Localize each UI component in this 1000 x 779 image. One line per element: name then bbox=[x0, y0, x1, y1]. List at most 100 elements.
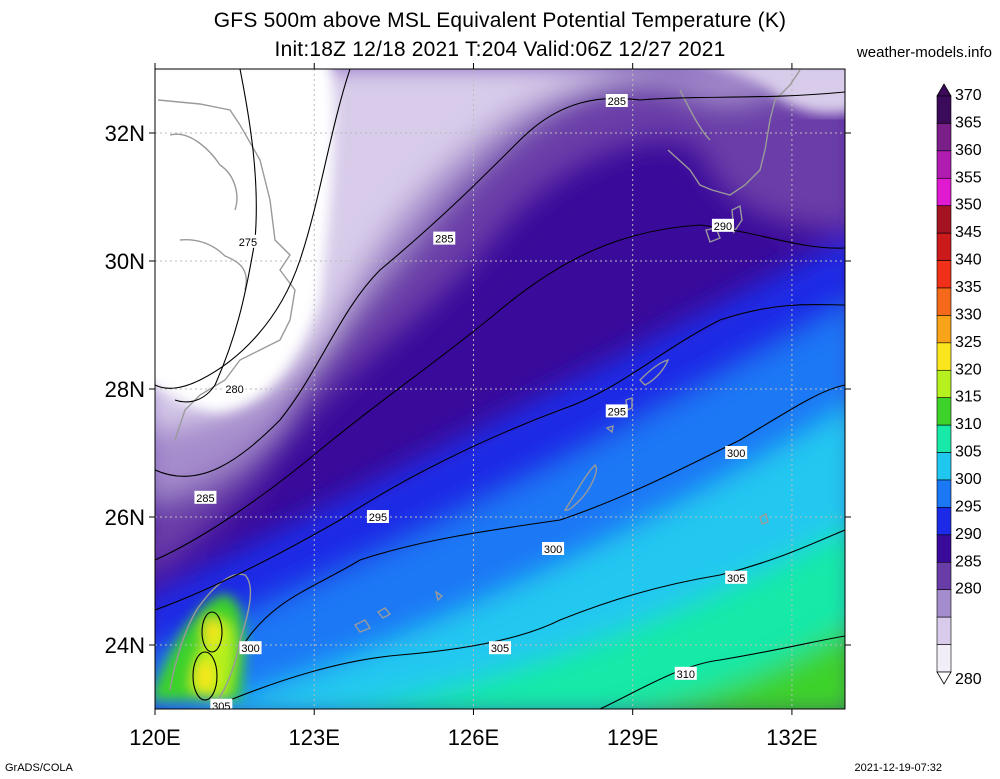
colorbar-label: 300 bbox=[955, 471, 982, 488]
colorbar-swatch bbox=[936, 561, 952, 591]
colorbar-swatch bbox=[936, 534, 952, 563]
contour-280 bbox=[155, 69, 351, 389]
contour-label: 275 bbox=[236, 234, 259, 249]
contour-label-box bbox=[433, 231, 456, 245]
colorbar-label: 360 bbox=[955, 142, 982, 159]
contour-label-text: 305 bbox=[727, 573, 745, 585]
colorbar-label: 295 bbox=[955, 498, 982, 515]
colorbar-swatch bbox=[936, 205, 952, 234]
contour-305 bbox=[229, 529, 845, 701]
colorbar-label: 315 bbox=[955, 389, 982, 406]
colorbar-swatch bbox=[936, 479, 952, 508]
colorbar-swatch bbox=[936, 616, 952, 645]
title-line-1: GFS 500m above MSL Equivalent Potential … bbox=[213, 9, 787, 32]
kitadaito-island bbox=[759, 512, 769, 525]
colorbar-swatch bbox=[936, 123, 952, 152]
taiwan-west-coast bbox=[169, 610, 197, 691]
china-coastline bbox=[157, 99, 296, 441]
contour-label-text: 295 bbox=[369, 512, 387, 524]
colorbar-swatch bbox=[936, 95, 952, 124]
contour-label: 290 bbox=[711, 218, 734, 233]
colorbar-swatch bbox=[936, 150, 952, 179]
colorbar-swatch bbox=[936, 177, 952, 207]
contour-label: 280 bbox=[223, 382, 246, 396]
contour-label-text: 280 bbox=[225, 384, 243, 396]
contour-label-box bbox=[489, 641, 511, 655]
theta-e-contours bbox=[155, 69, 845, 709]
colorbar-label: 370 bbox=[955, 87, 982, 104]
contour-taiwan-north bbox=[201, 611, 223, 653]
sakishima-islands bbox=[353, 619, 372, 633]
contour-label: 300 bbox=[542, 542, 565, 556]
colorbar-swatch bbox=[936, 507, 952, 536]
lon-tick-label: 132E bbox=[766, 725, 817, 750]
map-graticule bbox=[154, 69, 845, 709]
contour-label-text: 300 bbox=[241, 643, 259, 655]
colorbar-swatch bbox=[936, 424, 952, 453]
contour-label-text: 300 bbox=[727, 448, 745, 460]
contour-label-box bbox=[711, 218, 734, 232]
colorbar-label: 335 bbox=[955, 279, 982, 296]
contour-label-box bbox=[194, 490, 217, 504]
contour-label-box bbox=[366, 510, 389, 523]
contour-label-box bbox=[223, 382, 246, 395]
lat-tick-label: 30N bbox=[105, 249, 145, 274]
contour-label-box bbox=[239, 641, 262, 655]
contour-label-box bbox=[674, 666, 697, 680]
contour-label: 285 bbox=[433, 231, 456, 246]
amami-island bbox=[639, 358, 670, 386]
contour-label-text: 290 bbox=[714, 221, 732, 233]
colorbar-label: 305 bbox=[955, 444, 982, 461]
contour-label: 295 bbox=[366, 510, 389, 524]
lat-tick-label: 28N bbox=[105, 377, 145, 402]
colorbar-label: 350 bbox=[955, 197, 982, 214]
contour-label-box bbox=[725, 446, 748, 459]
colorbar: 370 365 360 355 350 345 340 335 330 325 320 315 310 3… bbox=[936, 83, 982, 688]
colorbar-label: 330 bbox=[955, 306, 982, 323]
colorbar-label-min: 280 bbox=[955, 671, 982, 688]
contour-285 bbox=[155, 91, 845, 477]
colorbar-swatch bbox=[936, 397, 952, 426]
contour-label-box bbox=[236, 234, 259, 248]
contour-label-text: 285 bbox=[608, 96, 626, 108]
kyushu-coastline bbox=[667, 69, 801, 196]
contour-label: 295 bbox=[605, 404, 628, 418]
contour-label-box bbox=[605, 404, 628, 418]
contour-label: 300 bbox=[725, 446, 748, 460]
okinawa-island bbox=[564, 464, 597, 512]
title-line-2: Init:18Z 12/18 2021 T:204 Valid:06Z 12/2… bbox=[274, 38, 726, 61]
contour-label-text: 310 bbox=[677, 669, 695, 681]
colorbar-swatch bbox=[936, 644, 952, 673]
colorbar-top-arrow bbox=[936, 83, 952, 97]
contour-label-box bbox=[542, 542, 565, 555]
contour-taiwan-south bbox=[192, 651, 218, 701]
contour-label-text: 300 bbox=[544, 544, 562, 556]
contour-label-text: 295 bbox=[608, 406, 626, 418]
colorbar-swatch bbox=[936, 287, 952, 316]
contour-275 bbox=[174, 69, 257, 403]
axis-ticks: 120E 123E 126E 129E 132E 24N 26N 28N 30N 32N bbox=[105, 63, 851, 750]
contour-label: 305 bbox=[489, 641, 511, 655]
colorbar-swatch bbox=[936, 452, 952, 481]
contour-labels: 275 280 285 285 285 290 295 295 300 300 300 305 305 3… bbox=[194, 94, 748, 713]
contour-label-text: 305 bbox=[212, 701, 230, 713]
colorbar-swatch bbox=[936, 369, 952, 399]
contour-310 bbox=[599, 635, 845, 709]
lon-tick-label: 120E bbox=[129, 725, 180, 750]
colorbar-bottom-arrow bbox=[936, 671, 952, 685]
contour-label-text: 275 bbox=[239, 237, 257, 249]
taiwan-coastline bbox=[195, 573, 252, 706]
colorbar-label: 340 bbox=[955, 252, 982, 269]
kyushu-west-coast bbox=[679, 89, 711, 141]
colorbar-label: 325 bbox=[955, 334, 982, 351]
contour-label: 310 bbox=[674, 666, 697, 681]
colorbar-label: 345 bbox=[955, 224, 982, 241]
colorbar-swatch bbox=[936, 232, 952, 261]
theta-e-field bbox=[155, 69, 845, 709]
contour-label: 305 bbox=[725, 570, 748, 585]
miyako-island bbox=[434, 590, 444, 602]
lon-tick-label: 123E bbox=[289, 725, 340, 750]
colorbar-swatch bbox=[936, 315, 952, 344]
lat-tick-label: 32N bbox=[105, 121, 145, 146]
